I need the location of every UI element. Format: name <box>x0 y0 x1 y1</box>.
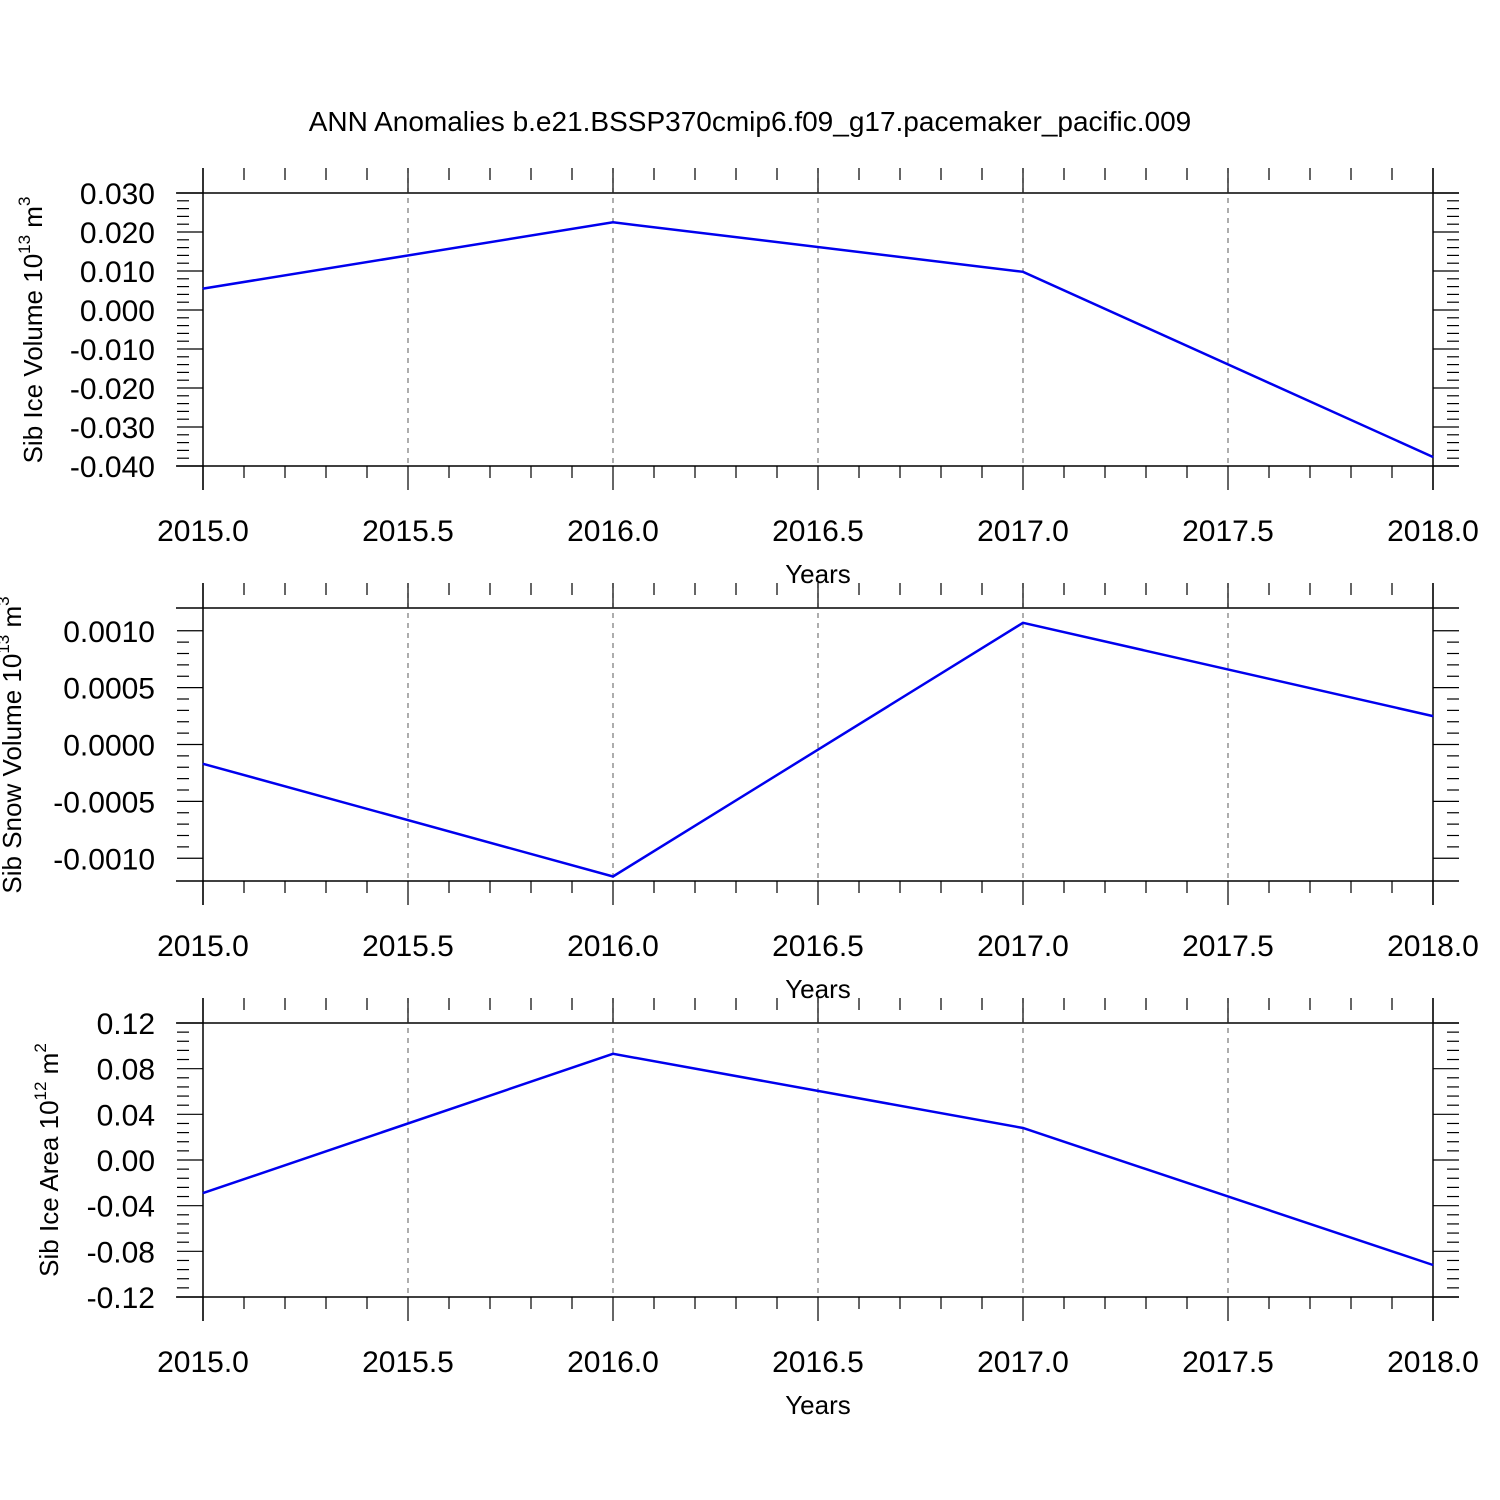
y-tick-label: 0.030 <box>80 178 155 211</box>
x-tick-label: 2016.5 <box>772 930 864 963</box>
data-point <box>1432 1264 1434 1266</box>
y-axis-title-superscript: 13 <box>0 635 13 654</box>
x-tick-label: 2018.0 <box>1387 515 1479 548</box>
data-point <box>612 875 614 877</box>
x-tick-label: 2015.5 <box>362 515 454 548</box>
y-tick-label: 0.04 <box>97 1099 155 1132</box>
data-point <box>612 1053 614 1055</box>
x-tick-label: 2015.0 <box>157 1346 249 1379</box>
y-axis-title-superscript: 2 <box>31 1043 50 1052</box>
y-tick-label: 0.12 <box>97 1008 155 1041</box>
x-tick-label: 2016.0 <box>567 1346 659 1379</box>
y-tick-label: 0.0000 <box>63 730 155 763</box>
x-tick-label: 2017.0 <box>977 1346 1069 1379</box>
x-tick-label: 2016.5 <box>772 515 864 548</box>
y-axis-title-superscript: 13 <box>15 235 34 254</box>
data-point <box>202 1192 204 1194</box>
chart-title: ANN Anomalies b.e21.BSSP370cmip6.f09_g17… <box>309 106 1192 137</box>
y-axis-title-part: m <box>34 1053 64 1082</box>
x-tick-label: 2017.0 <box>977 930 1069 963</box>
x-tick-label: 2017.5 <box>1182 515 1274 548</box>
data-point <box>1432 715 1434 717</box>
x-tick-label: 2018.0 <box>1387 930 1479 963</box>
x-tick-label: 2017.5 <box>1182 930 1274 963</box>
data-point <box>202 763 204 765</box>
y-tick-label: -0.0005 <box>53 786 155 819</box>
data-point <box>1022 1127 1024 1129</box>
y-tick-label: 0.00 <box>97 1145 155 1178</box>
y-axis-title: Sib Ice Area 1012 m2 <box>31 1043 64 1277</box>
y-tick-label: 0.0005 <box>63 673 155 706</box>
x-tick-label: 2016.5 <box>772 1346 864 1379</box>
y-axis-title-part: Sib Ice Volume 10 <box>18 254 48 464</box>
y-tick-label: -0.010 <box>70 334 155 367</box>
panel-3: 2015.0 2015.5 2016.0 2016.5 2017.0 2017.5 2018… <box>31 998 1479 1420</box>
y-tick-label: -0.0010 <box>53 843 155 876</box>
y-tick-label: 0.000 <box>80 295 155 328</box>
data-point <box>202 288 204 290</box>
x-tick-label: 2015.5 <box>362 1346 454 1379</box>
x-tick-label: 2018.0 <box>1387 1346 1479 1379</box>
x-tick-label: 2016.0 <box>567 515 659 548</box>
y-axis-title-part: m <box>18 206 48 235</box>
x-tick-label: 2017.0 <box>977 515 1069 548</box>
y-tick-label: -0.040 <box>70 451 155 484</box>
data-point <box>1432 456 1434 458</box>
y-axis-title: Sib Snow Volume 1013 m3 <box>0 596 27 893</box>
y-axis-title-superscript: 3 <box>15 197 34 206</box>
x-axis-title: Years <box>785 1390 851 1420</box>
y-axis-title-part: Sib Snow Volume 10 <box>0 654 27 894</box>
data-point <box>1022 271 1024 273</box>
x-tick-label: 2016.0 <box>567 930 659 963</box>
y-tick-label: 0.08 <box>97 1054 155 1087</box>
y-tick-label: -0.020 <box>70 373 155 406</box>
x-tick-label: 2015.0 <box>157 515 249 548</box>
data-point <box>612 221 614 223</box>
series-line <box>202 1052 1434 1267</box>
y-axis-title: Sib Ice Volume 1013 m3 <box>15 197 48 464</box>
x-tick-label: 2015.0 <box>157 930 249 963</box>
y-tick-label: -0.12 <box>87 1282 155 1315</box>
y-tick-label: 0.020 <box>80 217 155 250</box>
panel-2: 2015.0 2015.5 2016.0 2016.5 2017.0 2017.5 2018… <box>0 583 1479 1004</box>
series-line <box>202 621 1434 878</box>
y-axis-title-superscript: 12 <box>31 1082 50 1101</box>
x-tick-label: 2015.5 <box>362 930 454 963</box>
data-point <box>1022 622 1024 624</box>
series-line <box>202 221 1434 459</box>
y-tick-label: -0.08 <box>87 1236 155 1269</box>
y-tick-label: 0.010 <box>80 256 155 289</box>
y-axis-title-part: m <box>0 606 27 635</box>
y-tick-label: -0.030 <box>70 412 155 445</box>
x-tick-label: 2017.5 <box>1182 1346 1274 1379</box>
y-axis-title-superscript: 3 <box>0 596 13 605</box>
y-axis-title-part: Sib Ice Area 10 <box>34 1100 64 1276</box>
y-tick-label: -0.04 <box>87 1191 155 1224</box>
panel-1: 2015.0 2015.5 2016.0 2016.5 2017.0 2017.5 2018… <box>15 168 1479 589</box>
y-tick-label: 0.0010 <box>63 616 155 649</box>
